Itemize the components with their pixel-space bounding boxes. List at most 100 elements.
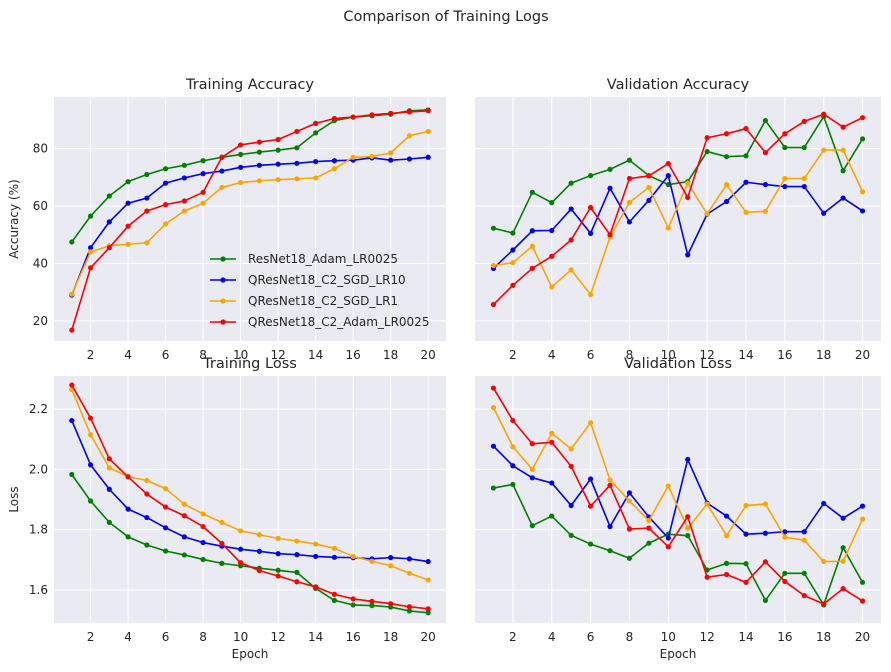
x-tick-label: 6 (587, 630, 595, 644)
data-point-qresnet18-c2-sgd-lr10 (331, 158, 338, 164)
data-point-qresnet18-c2-sgd-lr1 (762, 208, 769, 214)
data-point-qresnet18-c2-adam-lr0025 (607, 482, 613, 488)
data-point-qresnet18-c2-adam-lr0025 (859, 115, 866, 121)
data-point-qresnet18-c2-sgd-lr1 (369, 153, 375, 160)
data-point-qresnet18-c2-sgd-lr10 (106, 486, 112, 492)
x-tick-label: 2 (509, 630, 517, 644)
data-point-qresnet18-c2-sgd-lr10 (219, 168, 225, 174)
data-point-qresnet18-c2-adam-lr0025 (607, 232, 613, 238)
data-point-qresnet18-c2-sgd-lr1 (782, 175, 788, 182)
data-point-qresnet18-c2-sgd-lr1 (859, 516, 866, 522)
data-point-qresnet18-c2-sgd-lr10 (529, 228, 535, 234)
x-tick-label: 14 (738, 630, 753, 644)
chart-title-training-accuracy: Training Accuracy (185, 77, 314, 93)
data-point-resnet18-adam-lr0025 (685, 533, 691, 539)
legend-marker-resnet18-adam-lr0025 (220, 256, 226, 262)
data-point-qresnet18-c2-adam-lr0025 (801, 118, 807, 124)
data-point-qresnet18-c2-sgd-lr1 (723, 533, 730, 539)
data-point-qresnet18-c2-adam-lr0025 (106, 456, 112, 462)
x-tick-label: 20 (855, 348, 870, 362)
x-tick-label: 4 (124, 630, 132, 644)
data-point-resnet18-adam-lr0025 (743, 561, 749, 567)
data-point-resnet18-adam-lr0025 (350, 602, 356, 608)
chart-title-training-loss: Training Loss (202, 356, 297, 372)
data-point-qresnet18-c2-sgd-lr1 (313, 175, 319, 181)
x-tick-label: 16 (777, 348, 792, 362)
data-point-qresnet18-c2-sgd-lr10 (294, 552, 300, 558)
data-point-qresnet18-c2-sgd-lr1 (369, 558, 375, 564)
data-point-qresnet18-c2-sgd-lr1 (331, 166, 338, 172)
data-point-resnet18-adam-lr0025 (162, 166, 169, 172)
data-point-qresnet18-c2-adam-lr0025 (704, 574, 710, 580)
x-tick-label: 14 (308, 630, 323, 644)
data-point-qresnet18-c2-sgd-lr1 (144, 240, 150, 246)
data-point-qresnet18-c2-sgd-lr1 (425, 577, 431, 583)
data-point-qresnet18-c2-sgd-lr10 (313, 553, 319, 560)
data-point-qresnet18-c2-adam-lr0025 (350, 596, 356, 602)
data-point-qresnet18-c2-sgd-lr10 (840, 195, 846, 201)
data-point-qresnet18-c2-sgd-lr1 (510, 444, 516, 450)
data-point-qresnet18-c2-adam-lr0025 (369, 112, 375, 118)
data-point-qresnet18-c2-sgd-lr1 (646, 517, 652, 524)
y-tick-label: 2.2 (29, 402, 48, 416)
series-validation-accuracy (490, 111, 866, 308)
chart-title-validation-loss: Validation Loss (624, 356, 732, 372)
data-point-resnet18-adam-lr0025 (256, 149, 262, 155)
data-point-qresnet18-c2-sgd-lr10 (406, 556, 413, 562)
grid-validation-loss (475, 376, 881, 623)
data-point-qresnet18-c2-sgd-lr10 (406, 156, 413, 162)
data-point-qresnet18-c2-sgd-lr1 (529, 466, 535, 472)
data-point-qresnet18-c2-sgd-lr1 (294, 176, 300, 182)
data-point-qresnet18-c2-sgd-lr1 (162, 486, 169, 492)
data-point-qresnet18-c2-sgd-lr1 (665, 225, 671, 231)
data-point-qresnet18-c2-sgd-lr10 (69, 417, 75, 424)
series-line-qresnet18-c2-sgd-lr10 (71, 156, 429, 296)
y-tick-label: 40 (33, 256, 48, 270)
data-point-qresnet18-c2-adam-lr0025 (256, 139, 262, 145)
data-point-qresnet18-c2-adam-lr0025 (313, 120, 319, 127)
data-point-resnet18-adam-lr0025 (181, 162, 187, 168)
data-point-qresnet18-c2-sgd-lr10 (626, 490, 633, 496)
data-point-qresnet18-c2-sgd-lr10 (549, 227, 555, 234)
data-point-qresnet18-c2-sgd-lr10 (821, 210, 827, 216)
data-point-qresnet18-c2-sgd-lr10 (294, 160, 300, 166)
figure-suptitle: Comparison of Training Logs (343, 9, 548, 25)
x-tick-label: 8 (626, 348, 634, 362)
data-point-qresnet18-c2-sgd-lr10 (840, 515, 846, 521)
x-tick-label: 18 (816, 348, 831, 362)
data-point-qresnet18-c2-sgd-lr1 (144, 477, 150, 484)
data-point-qresnet18-c2-adam-lr0025 (219, 540, 225, 547)
grid-training-accuracy (54, 97, 446, 341)
x-tick-label: 10 (233, 348, 248, 362)
x-tick-label: 8 (199, 348, 207, 362)
data-point-qresnet18-c2-sgd-lr1 (549, 284, 555, 290)
series-line-qresnet18-c2-sgd-lr1 (71, 130, 429, 295)
data-point-qresnet18-c2-sgd-lr1 (87, 249, 94, 255)
data-point-qresnet18-c2-sgd-lr10 (256, 162, 262, 168)
data-point-qresnet18-c2-sgd-lr10 (162, 180, 169, 186)
data-point-qresnet18-c2-sgd-lr10 (144, 195, 150, 201)
data-point-qresnet18-c2-sgd-lr10 (106, 219, 112, 225)
data-point-resnet18-adam-lr0025 (490, 225, 497, 231)
data-point-qresnet18-c2-adam-lr0025 (388, 110, 394, 116)
x-tick-label: 8 (626, 630, 634, 644)
data-point-resnet18-adam-lr0025 (219, 560, 225, 566)
series-line-qresnet18-c2-sgd-lr1 (492, 407, 864, 563)
data-point-qresnet18-c2-sgd-lr1 (762, 501, 769, 507)
data-point-qresnet18-c2-adam-lr0025 (275, 136, 281, 143)
series-line-qresnet18-c2-sgd-lr10 (492, 174, 863, 269)
data-point-qresnet18-c2-sgd-lr1 (568, 446, 574, 452)
x-tick-label: 20 (421, 348, 436, 362)
data-point-resnet18-adam-lr0025 (723, 560, 730, 566)
x-tick-label: 16 (777, 630, 792, 644)
data-point-qresnet18-c2-adam-lr0025 (331, 591, 338, 597)
data-point-qresnet18-c2-adam-lr0025 (162, 504, 169, 510)
data-point-qresnet18-c2-sgd-lr10 (388, 157, 394, 163)
x-tick-label: 12 (270, 630, 285, 644)
data-point-resnet18-adam-lr0025 (840, 168, 846, 174)
data-point-qresnet18-c2-sgd-lr1 (743, 502, 749, 509)
y-tick-label: 1.6 (29, 583, 48, 597)
data-point-qresnet18-c2-sgd-lr1 (646, 184, 652, 191)
data-point-qresnet18-c2-adam-lr0025 (704, 135, 710, 141)
data-point-qresnet18-c2-adam-lr0025 (685, 514, 691, 520)
